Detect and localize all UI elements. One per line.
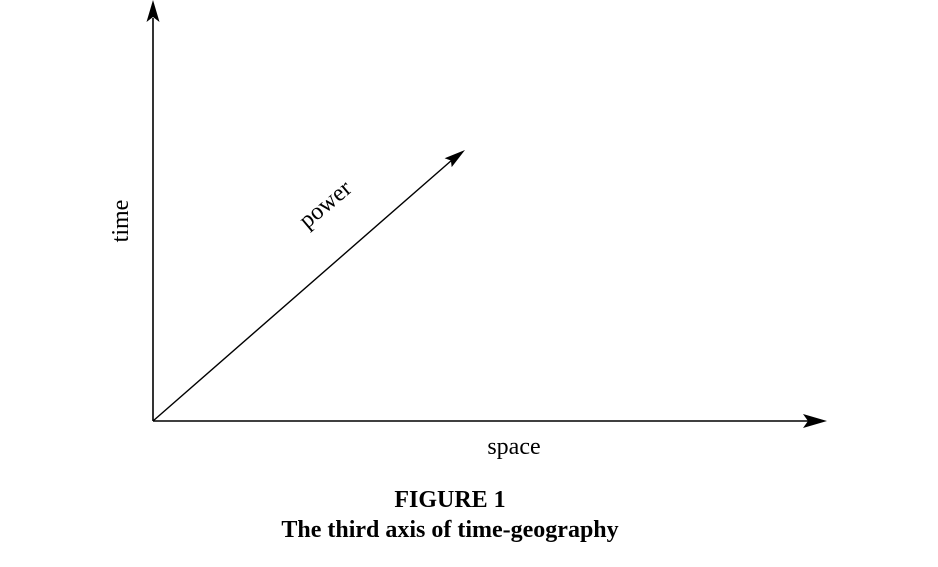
time-axis-arrowhead	[146, 0, 160, 22]
power-axis-arrowhead	[444, 150, 465, 168]
space-axis-arrowhead	[803, 414, 827, 428]
power-axis-line	[152, 159, 453, 422]
space-axis-label: space	[487, 434, 540, 460]
time-axis-label: time	[108, 200, 134, 243]
power-axis-label: power	[294, 175, 357, 233]
figure-title: The third axis of time-geography	[281, 517, 619, 543]
figure-number: FIGURE 1	[394, 487, 506, 513]
